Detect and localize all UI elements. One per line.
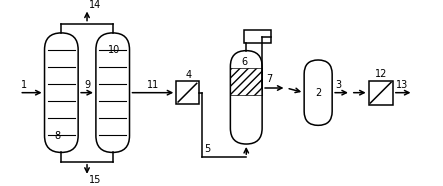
Bar [230, 68, 262, 95]
Text: 1: 1 [21, 80, 27, 90]
Text: 3: 3 [336, 80, 342, 90]
Text: 8: 8 [54, 131, 61, 141]
Text: 11: 11 [147, 80, 159, 90]
Bar [245, 30, 271, 43]
Text: 13: 13 [396, 80, 408, 90]
Text: 15: 15 [89, 175, 101, 185]
Text: 10: 10 [109, 45, 120, 55]
FancyBboxPatch shape [96, 33, 129, 153]
Text: 2: 2 [315, 88, 321, 98]
FancyBboxPatch shape [304, 60, 332, 125]
Bar [369, 81, 393, 105]
Text: 7: 7 [267, 74, 273, 84]
Text: 14: 14 [89, 1, 101, 10]
FancyBboxPatch shape [45, 33, 78, 153]
Text: 4: 4 [185, 70, 191, 80]
Bar [176, 81, 198, 104]
Text: 9: 9 [84, 80, 90, 90]
Text: 6: 6 [241, 57, 248, 67]
FancyBboxPatch shape [230, 51, 262, 144]
Text: 12: 12 [374, 69, 387, 79]
Text: 5: 5 [204, 144, 210, 154]
